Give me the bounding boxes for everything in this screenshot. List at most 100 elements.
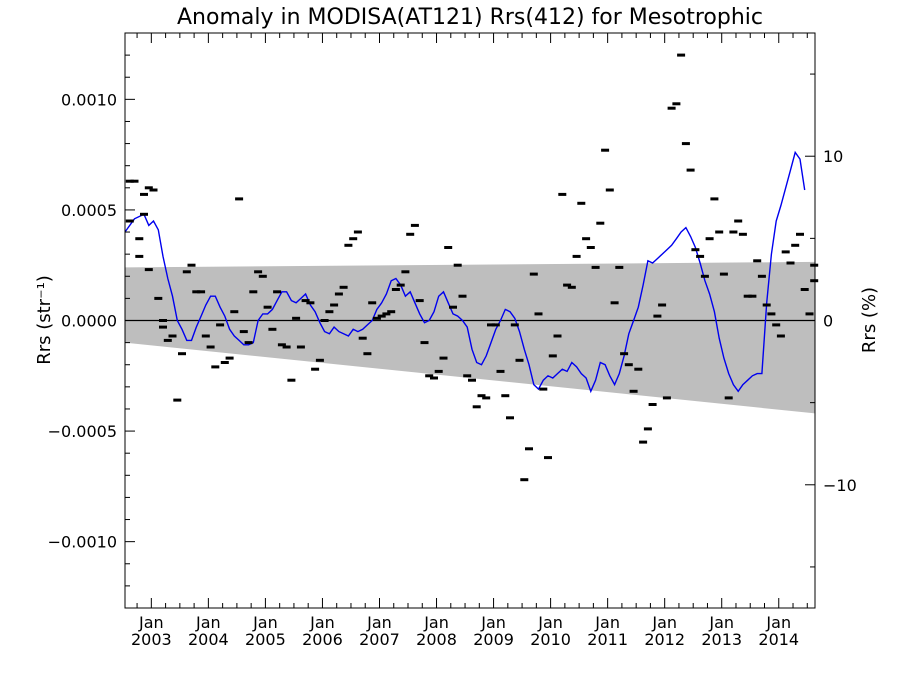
data-point: [615, 265, 624, 269]
data-point: [444, 246, 453, 249]
data-point: [700, 274, 709, 278]
data-point: [705, 237, 714, 241]
data-point: [154, 296, 163, 300]
data-point: [681, 142, 690, 146]
data-point: [268, 327, 277, 331]
data-point: [125, 219, 134, 223]
data-point: [601, 148, 610, 152]
data-point: [776, 334, 785, 338]
y-tick-label: 0.0005: [61, 201, 117, 220]
data-point: [349, 237, 358, 241]
x-tick-label-year: 2012: [644, 630, 685, 649]
data-point: [391, 288, 400, 291]
data-point: [372, 316, 381, 320]
data-point: [187, 263, 196, 267]
data-point: [135, 254, 144, 258]
data-point: [539, 387, 548, 391]
data-point: [140, 192, 148, 196]
x-tick-label-month: Jan: [537, 613, 563, 632]
data-point: [757, 274, 766, 278]
data-point: [320, 319, 329, 322]
data-point: [648, 403, 657, 406]
data-point: [163, 338, 172, 342]
x-tick-label-month: Jan: [423, 613, 449, 632]
data-point: [263, 305, 272, 309]
data-point: [582, 237, 591, 241]
x-tick-label-month: Jan: [480, 613, 506, 632]
data-point: [315, 358, 324, 362]
y-tick-label: −0.0005: [48, 422, 117, 441]
x-tick-label-year: 2007: [359, 630, 400, 649]
data-point: [482, 396, 491, 400]
data-point: [296, 345, 305, 349]
data-point: [463, 374, 472, 378]
data-point: [715, 230, 724, 234]
data-point: [344, 243, 353, 247]
data-point: [197, 290, 206, 294]
x-tick-label-month: Jan: [309, 613, 335, 632]
x-tick-label-month: Jan: [252, 613, 278, 632]
data-point: [287, 378, 296, 382]
x-tick-label-year: 2010: [530, 630, 571, 649]
data-point: [510, 323, 519, 327]
data-point: [662, 396, 671, 400]
x-tick-label-month: Jan: [366, 613, 392, 632]
data-point: [339, 285, 348, 289]
x-tick-label-year: 2011: [587, 630, 628, 649]
data-point: [430, 376, 438, 380]
data-point: [553, 334, 562, 338]
y-tick-label: −0.0010: [48, 533, 117, 552]
data-point: [306, 301, 315, 305]
data-point: [520, 478, 529, 482]
data-point: [358, 336, 367, 340]
data-point: [159, 319, 167, 322]
data-point: [496, 369, 505, 373]
x-tick-label-month: Jan: [651, 613, 677, 632]
data-point: [273, 290, 282, 294]
x-tick-label-year: 2009: [473, 630, 514, 649]
data-point: [258, 274, 267, 278]
smoothed-anomaly-line: [124, 150, 806, 394]
data-point: [691, 248, 700, 252]
y2-tick-label: −10: [823, 476, 857, 495]
data-point: [363, 352, 372, 356]
x-tick-label-year: 2005: [245, 630, 286, 649]
data-point: [249, 290, 258, 294]
data-point: [415, 299, 424, 303]
data-point: [772, 323, 781, 327]
x-tick-label-month: Jan: [594, 613, 620, 632]
data-point: [453, 263, 462, 267]
data-point: [805, 312, 814, 316]
data-point: [439, 356, 448, 360]
x-tick-label-month: Jan: [708, 613, 734, 632]
data-point: [144, 268, 153, 272]
data-point: [144, 186, 153, 190]
data-point: [491, 323, 500, 327]
data-point: [620, 352, 629, 356]
data-point: [624, 363, 633, 367]
data-point: [377, 314, 386, 318]
data-point: [762, 303, 771, 307]
y-axis-label: Rrs (str⁻¹): [34, 275, 55, 365]
data-point: [734, 219, 743, 223]
data-point: [382, 312, 391, 316]
data-point: [686, 168, 695, 172]
data-point: [353, 230, 362, 234]
data-point: [786, 261, 795, 265]
data-point: [781, 250, 790, 254]
data-point: [748, 294, 757, 298]
y2-axis-ticks: 10 0 −10: [805, 73, 857, 568]
data-point: [449, 305, 457, 309]
data-point: [140, 212, 148, 216]
data-point: [211, 365, 220, 369]
data-point: [311, 367, 320, 371]
data-point: [639, 440, 648, 444]
x-tick-label-year: 2004: [188, 630, 229, 649]
data-point: [434, 369, 443, 373]
data-point: [220, 361, 229, 364]
data-point: [753, 259, 762, 263]
data-point: [277, 343, 286, 347]
y-tick-label: 0.0000: [61, 312, 117, 331]
